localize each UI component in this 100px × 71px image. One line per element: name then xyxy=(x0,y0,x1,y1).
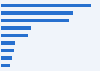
Bar xyxy=(1,11,73,14)
Bar xyxy=(1,49,14,52)
Bar xyxy=(1,19,69,22)
Bar xyxy=(1,64,10,67)
Bar xyxy=(1,26,31,30)
Bar xyxy=(1,41,15,45)
Bar xyxy=(1,4,91,7)
Bar xyxy=(1,57,12,60)
Bar xyxy=(1,34,28,37)
